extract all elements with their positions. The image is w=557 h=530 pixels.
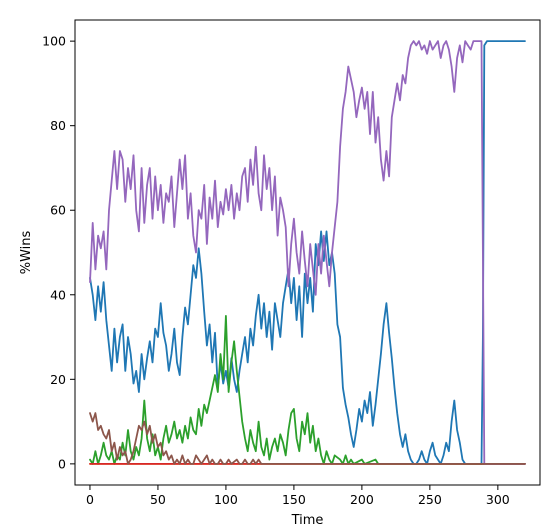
x-axis-label: Time [291, 513, 324, 528]
x-tick-label: 200 [350, 492, 374, 507]
series-line-3 [89, 314, 526, 465]
series-line-5 [89, 40, 526, 465]
x-tick-label: 100 [214, 492, 238, 507]
y-tick-label: 40 [50, 287, 66, 302]
y-tick-label: 60 [50, 203, 66, 218]
x-axis-ticks: 0 50 100 150 200 250 300 [86, 485, 510, 507]
x-tick-label: 0 [86, 492, 94, 507]
y-axis-label: %Wins [19, 231, 34, 275]
y-tick-label: 0 [58, 456, 66, 471]
y-axis-ticks: 0 20 40 60 80 100 [42, 34, 75, 471]
y-tick-label: 80 [50, 118, 66, 133]
y-tick-label: 20 [50, 372, 66, 387]
y-tick-label: 100 [42, 34, 66, 49]
x-tick-label: 300 [486, 492, 510, 507]
x-tick-label: 150 [282, 492, 306, 507]
series-line-6 [89, 412, 526, 465]
x-tick-label: 50 [150, 492, 166, 507]
plot-frame [74, 19, 541, 486]
series-layer [89, 40, 526, 465]
x-tick-label: 250 [418, 492, 442, 507]
series-line-1 [89, 40, 526, 465]
